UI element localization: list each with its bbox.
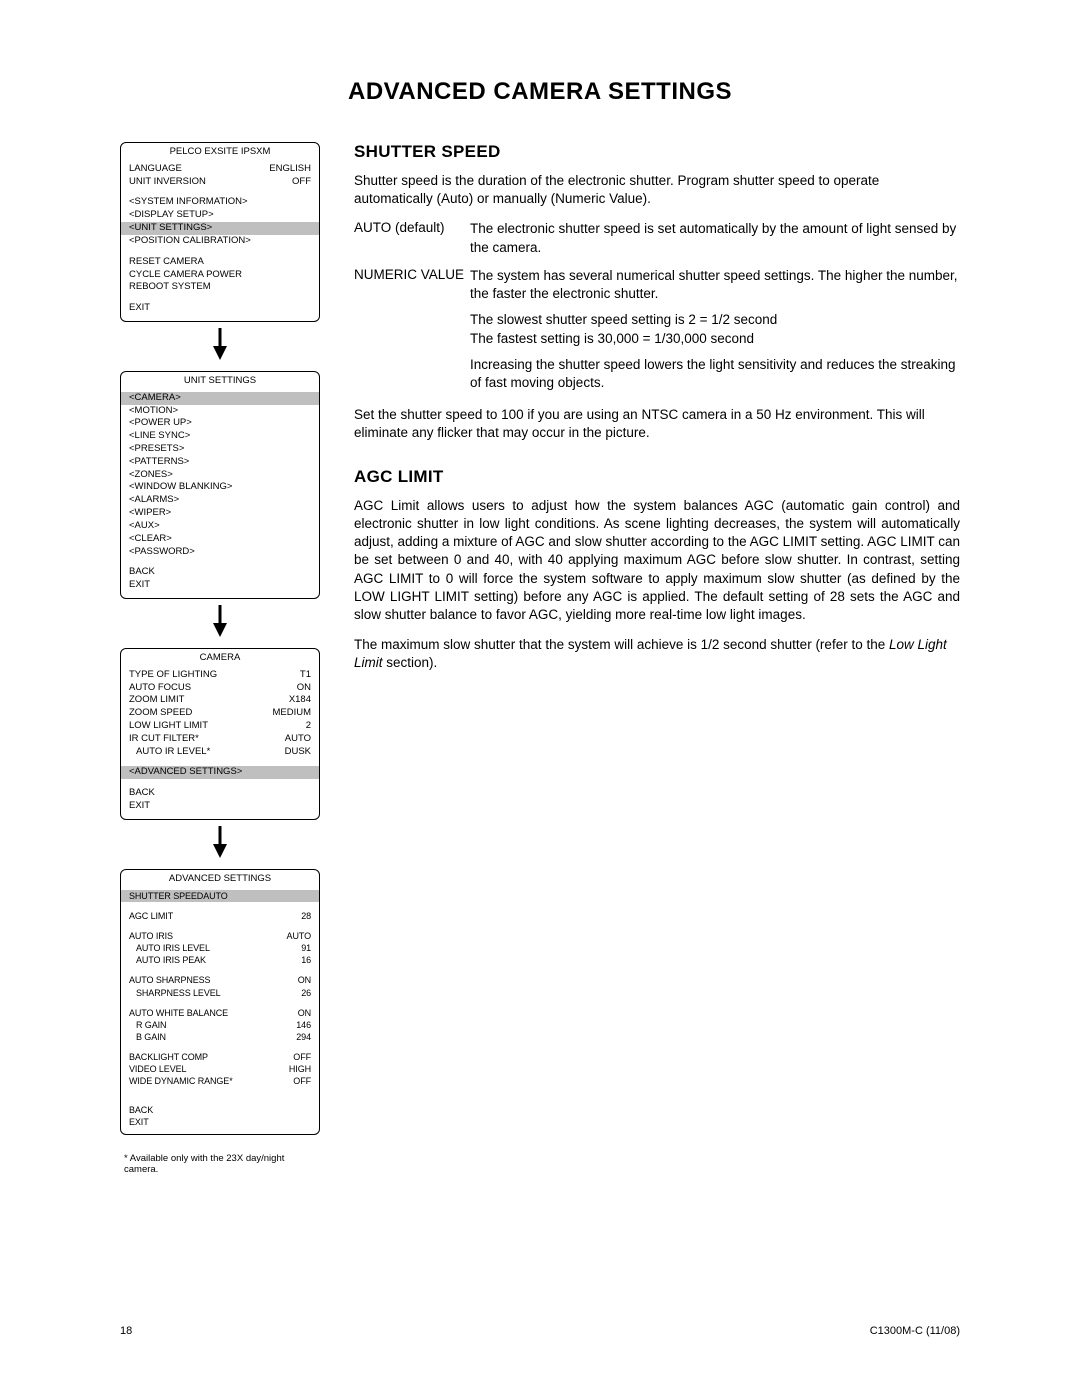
menu-row: B GAIN294 — [129, 1031, 311, 1043]
menu-link: <LINE SYNC> — [129, 430, 311, 443]
menu-link: <DISPLAY SETUP> — [129, 209, 311, 222]
heading-agc-limit: AGC LIMIT — [354, 467, 960, 487]
menu-row: AUTO FOCUSON — [129, 682, 311, 695]
menu-row: SHARPNESS LEVEL26 — [129, 987, 311, 999]
menu-back: BACK — [129, 1104, 311, 1116]
menu-row: LOW LIGHT LIMIT2 — [129, 720, 311, 733]
doc-id: C1300M-C (11/08) — [870, 1325, 960, 1337]
footnote: * Available only with the 23X day/night … — [120, 1153, 320, 1175]
menu-link: <POSITION CALIBRATION> — [129, 235, 311, 248]
menu-row: BACKLIGHT COMPOFF — [129, 1051, 311, 1063]
menu-link: <SYSTEM INFORMATION> — [129, 196, 311, 209]
menu-column: PELCO EXSITE IPSXM LANGUAGEENGLISH UNIT … — [120, 142, 320, 1175]
paragraph: Shutter speed is the duration of the ele… — [354, 172, 960, 208]
menu-back: BACK — [129, 787, 311, 800]
menu-row: AUTO IRIS LEVEL91 — [129, 942, 311, 954]
menu-link: <PATTERNS> — [129, 456, 311, 469]
menu-link: <WIPER> — [129, 507, 311, 520]
menu-link: <PASSWORD> — [129, 546, 311, 559]
paragraph: Set the shutter speed to 100 if you are … — [354, 406, 960, 442]
page-title: ADVANCED CAMERA SETTINGS — [120, 78, 960, 106]
menu-exit: EXIT — [129, 302, 311, 315]
menu-exit: EXIT — [129, 1116, 311, 1128]
menu-row: AUTO IRIS PEAK16 — [129, 954, 311, 966]
menu-title: UNIT SETTINGS — [121, 372, 319, 390]
menu-cmd: RESET CAMERA — [129, 256, 311, 269]
menu-back: BACK — [129, 566, 311, 579]
menu-row: AUTO WHITE BALANCEON — [129, 1007, 311, 1019]
menu-row: TYPE OF LIGHTINGT1 — [129, 669, 311, 682]
menu-row: LANGUAGEENGLISH — [129, 163, 311, 176]
menu-unit-settings: UNIT SETTINGS <CAMERA> <MOTION> <POWER U… — [120, 371, 320, 599]
menu-link: <CLEAR> — [129, 533, 311, 546]
page-number: 18 — [120, 1325, 132, 1337]
menu-cmd: CYCLE CAMERA POWER — [129, 269, 311, 282]
menu-link: <POWER UP> — [129, 417, 311, 430]
menu-row: R GAIN146 — [129, 1019, 311, 1031]
menu-link: <MOTION> — [129, 405, 311, 418]
menu-row: ZOOM SPEEDMEDIUM — [129, 707, 311, 720]
menu-link: <ZONES> — [129, 469, 311, 482]
menu-row: UNIT INVERSIONOFF — [129, 176, 311, 189]
def-desc: The system has several numerical shutter… — [470, 267, 960, 392]
menu-row-highlighted: SHUTTER SPEEDAUTO — [121, 890, 319, 902]
menu-row: AUTO SHARPNESSON — [129, 974, 311, 986]
arrow-down-icon — [120, 826, 320, 863]
menu-row: IR CUT FILTER*AUTO — [129, 733, 311, 746]
menu-title: PELCO EXSITE IPSXM — [121, 143, 319, 161]
menu-advanced-settings: ADVANCED SETTINGS SHUTTER SPEEDAUTO AGC … — [120, 869, 320, 1135]
menu-row: WIDE DYNAMIC RANGE*OFF — [129, 1075, 311, 1087]
paragraph: The maximum slow shutter that the system… — [354, 636, 960, 672]
menu-title: ADVANCED SETTINGS — [121, 870, 319, 888]
menu-link: <WINDOW BLANKING> — [129, 481, 311, 494]
arrow-down-icon — [120, 328, 320, 365]
menu-title: CAMERA — [121, 649, 319, 667]
menu-row: ZOOM LIMITX184 — [129, 694, 311, 707]
def-desc: The electronic shutter speed is set auto… — [470, 220, 960, 256]
menu-link: <ALARMS> — [129, 494, 311, 507]
heading-shutter-speed: SHUTTER SPEED — [354, 142, 960, 162]
menu-link-highlighted: <UNIT SETTINGS> — [121, 222, 319, 235]
menu-camera: CAMERA TYPE OF LIGHTINGT1 AUTO FOCUSON Z… — [120, 648, 320, 820]
menu-link-highlighted: <CAMERA> — [121, 392, 319, 405]
menu-row: AUTO IRISAUTO — [129, 930, 311, 942]
paragraph: AGC Limit allows users to adjust how the… — [354, 497, 960, 625]
arrow-down-icon — [120, 605, 320, 642]
menu-row: AUTO IR LEVEL*DUSK — [129, 746, 311, 759]
definition-list: AUTO (default) The electronic shutter sp… — [354, 220, 960, 392]
def-term: NUMERIC VALUE — [354, 267, 470, 392]
page-footer: 18 C1300M-C (11/08) — [120, 1325, 960, 1337]
def-term: AUTO (default) — [354, 220, 470, 256]
menu-row: AGC LIMIT28 — [129, 910, 311, 922]
menu-link: <AUX> — [129, 520, 311, 533]
menu-link: <PRESETS> — [129, 443, 311, 456]
menu-exit: EXIT — [129, 579, 311, 592]
menu-row: VIDEO LEVELHIGH — [129, 1063, 311, 1075]
menu-exit: EXIT — [129, 800, 311, 813]
menu-cmd: REBOOT SYSTEM — [129, 281, 311, 294]
menu-pelco: PELCO EXSITE IPSXM LANGUAGEENGLISH UNIT … — [120, 142, 320, 322]
menu-link-highlighted: <ADVANCED SETTINGS> — [121, 766, 319, 779]
